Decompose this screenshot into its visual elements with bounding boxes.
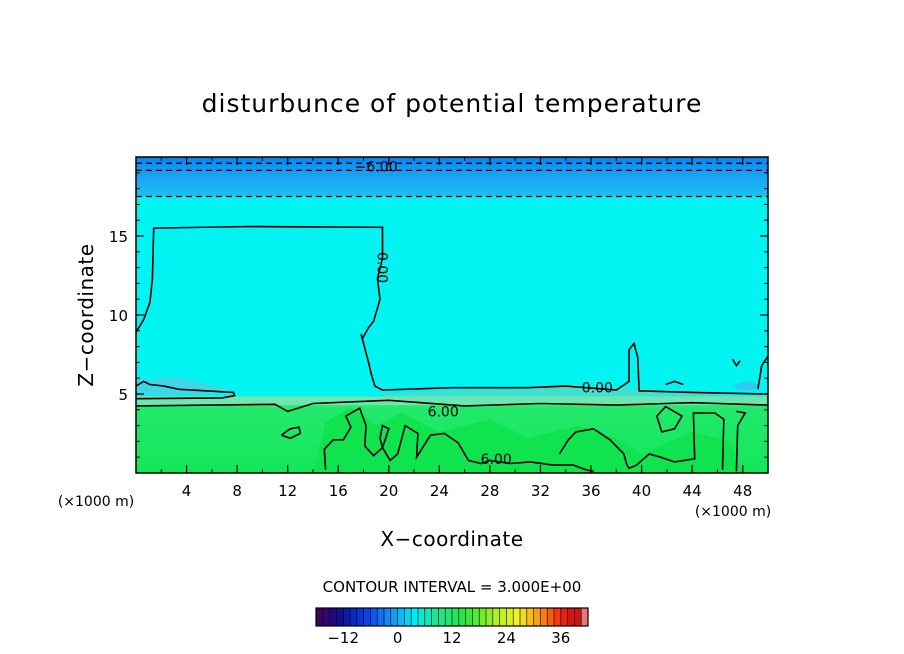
- colorbar-cell: [343, 608, 351, 626]
- colorbar-cell: [329, 608, 337, 626]
- x-tick-label: 24: [430, 482, 449, 500]
- colorbar-cell: [533, 608, 541, 626]
- colorbar-frame: [315, 607, 589, 627]
- colorbar-tick-label: 0: [393, 629, 403, 647]
- x-tick-label: 16: [329, 482, 348, 500]
- contour-six-small: [280, 426, 302, 440]
- x-axis-title: X−coordinate: [380, 527, 523, 551]
- colorbar-cell: [356, 608, 365, 626]
- contour-zero-main: [136, 225, 768, 395]
- contour-label: 0.00: [582, 381, 613, 397]
- colorbar-cell: [581, 608, 589, 626]
- colorbar-cell: [506, 608, 514, 626]
- colorbar-cell: [336, 608, 344, 626]
- colorbar-cell: [547, 608, 555, 626]
- x-tick-label: 36: [581, 482, 600, 500]
- field-patch-bottom: [313, 406, 743, 473]
- colorbar-tick-label: 12: [442, 629, 461, 647]
- contour-six-right: [558, 412, 725, 470]
- contour-label: 0.00: [373, 252, 389, 283]
- colorbar-cell: [322, 608, 331, 626]
- contour-zero-left: [136, 380, 236, 400]
- y-axis-title: Z−coordinate: [74, 243, 98, 386]
- y-tick-label: 15: [109, 228, 128, 246]
- colorbar-cell: [479, 608, 487, 626]
- x-tick-label: 48: [733, 482, 752, 500]
- colorbar-tick-label: 36: [551, 629, 570, 647]
- colorbar-cell: [377, 608, 385, 626]
- colorbar-cell: [540, 608, 548, 626]
- colorbar-cell: [492, 608, 501, 626]
- colorbar-ticks: −12 0 12 24 36: [327, 629, 570, 647]
- colorbar-cell: [404, 608, 412, 626]
- colorbar-cell: [411, 608, 419, 626]
- x-tick-label: 28: [480, 482, 499, 500]
- x-unit-right: (×1000 m): [695, 504, 771, 520]
- colorbar-cell: [350, 608, 358, 626]
- colorbar-cell: [458, 608, 467, 626]
- colorbar-cell: [574, 608, 582, 626]
- colorbar-cell: [316, 608, 324, 626]
- x-tick-label: 44: [683, 482, 702, 500]
- colorbar-tick-label: 24: [497, 629, 516, 647]
- colorbar-cell: [418, 608, 426, 626]
- contour-label: 6.00: [481, 452, 512, 468]
- colorbar-cell: [445, 608, 453, 626]
- x-tick-label: 20: [379, 482, 398, 500]
- contour-zero-blip2: [731, 358, 741, 368]
- contour-interval-label: CONTOUR INTERVAL = 3.000E+00: [323, 578, 582, 596]
- contour-six-edge: [735, 410, 747, 472]
- colorbar-cell: [465, 608, 473, 626]
- colorbar-cell: [438, 608, 446, 626]
- contour-lines: [136, 162, 768, 473]
- contour-six-main: [136, 399, 768, 413]
- contour-label: 6.00: [428, 404, 459, 420]
- y-axis-ticks: 5 10 15: [109, 172, 768, 458]
- colorbar-cell: [397, 608, 405, 626]
- colorbar-cell: [567, 608, 575, 626]
- colorbar-cell: [554, 608, 562, 626]
- colorbar-cell: [499, 608, 507, 626]
- contour-zero-right: [757, 355, 768, 390]
- colorbar-cell: [452, 608, 460, 626]
- field-patch-mid: [382, 384, 768, 397]
- colorbar-cell: [370, 608, 378, 626]
- chart-title: disturbunce of potential temperature: [202, 89, 703, 118]
- contour-zero-blip: [665, 380, 684, 386]
- y-tick-label: 10: [109, 307, 128, 325]
- contour-six-lower: [323, 407, 594, 473]
- heatmap-field: [136, 157, 768, 473]
- x-tick-label: 40: [632, 482, 651, 500]
- x-tick-label: 4: [182, 482, 192, 500]
- field-region-near-zero: [136, 196, 768, 398]
- colorbar-cell: [363, 608, 371, 626]
- colorbar-cell: [472, 608, 480, 626]
- field-patch-right: [734, 382, 759, 391]
- colorbar-cell: [513, 608, 521, 626]
- contour-six-loop: [656, 405, 684, 433]
- field-transition-band: [136, 396, 768, 406]
- x-tick-label: 32: [531, 482, 550, 500]
- colorbar-cell: [560, 608, 569, 626]
- colorbar-tick-label: −12: [327, 629, 359, 647]
- y-tick-label: 5: [118, 386, 128, 404]
- colorbar-cell: [390, 608, 399, 626]
- contour-labels: −6.00 0.00 0.00 6.00 6.00: [355, 159, 613, 467]
- x-tick-label: 8: [232, 482, 242, 500]
- colorbar: [315, 607, 589, 627]
- field-patch-top: [136, 169, 768, 197]
- colorbar-cell: [384, 608, 392, 626]
- colorbar-cell: [526, 608, 535, 626]
- x-axis-ticks: 4 8 12 16 20 24 28 32 36 40 44 48: [160, 157, 752, 500]
- colorbar-cell: [431, 608, 439, 626]
- contour-label: −6.00: [355, 159, 398, 175]
- x-tick-label: 12: [278, 482, 297, 500]
- colorbar-cell: [486, 608, 494, 626]
- colorbar-cell: [520, 608, 528, 626]
- colorbar-cell: [424, 608, 433, 626]
- x-unit-left: (×1000 m): [58, 494, 134, 510]
